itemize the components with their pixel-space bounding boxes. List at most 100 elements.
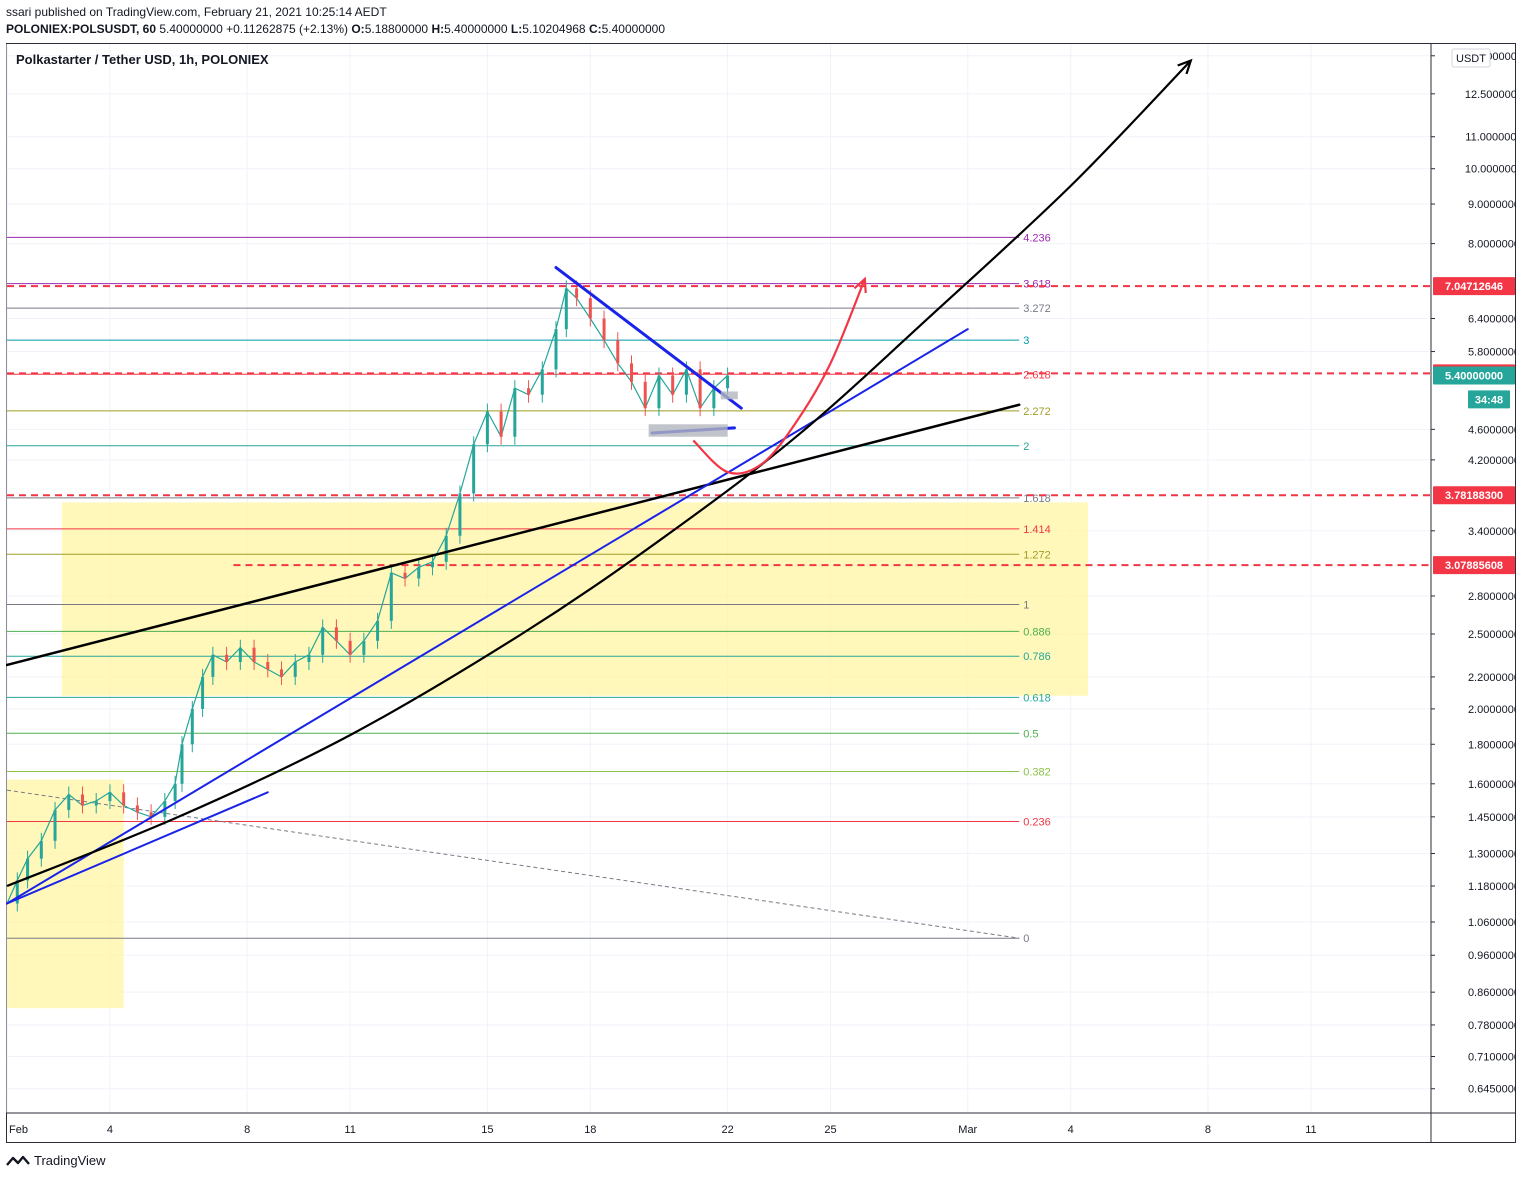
fib-level-label: 0.618	[1023, 692, 1051, 704]
y-tick-label: 8.00000000	[1468, 239, 1516, 251]
high-label: H:	[431, 22, 445, 36]
candle-body	[684, 369, 688, 395]
candle-body	[430, 561, 434, 568]
fib-level-label: 3.618	[1023, 279, 1051, 291]
candle-body	[201, 676, 205, 709]
fib-level-label: 3	[1023, 335, 1029, 347]
y-tick-label: 12.50000000	[1465, 89, 1516, 101]
fib-level-label: 0.382	[1023, 766, 1051, 778]
fib-level-label: 0.5	[1023, 728, 1038, 740]
candle-body	[135, 805, 139, 813]
x-tick-label: 4	[1068, 1124, 1074, 1136]
fib-level-label: 1.414	[1023, 524, 1051, 536]
fib-level-label: 0.786	[1023, 651, 1051, 663]
candle-body	[726, 375, 730, 389]
y-tick-label: 1.60000000	[1468, 779, 1516, 791]
candle-body	[540, 369, 544, 395]
y-tick-label: 5.80000000	[1468, 347, 1516, 359]
currency-label: USDT	[1456, 53, 1486, 65]
candle-body	[362, 640, 366, 655]
red-curve-arrow	[692, 278, 866, 475]
fib-level-label: 3.272	[1023, 303, 1051, 315]
price-change: +0.11262875 (+2.13%)	[226, 22, 348, 36]
candle-body	[575, 288, 579, 299]
candle-body	[698, 369, 702, 409]
x-tick-label: 22	[721, 1124, 733, 1136]
fib-level-label: 0.886	[1023, 626, 1051, 638]
candle-body	[657, 375, 661, 409]
candle-body	[630, 363, 634, 382]
price-flag	[1433, 556, 1515, 575]
footer: TradingView	[6, 1153, 106, 1168]
fib-level-label: 2.618	[1023, 369, 1051, 381]
tradingview-logo-icon	[6, 1155, 30, 1166]
candle-body	[321, 627, 325, 655]
price-chart[interactable]: 4.2363.6183.27232.6182.27221.6181.4141.2…	[6, 43, 1516, 1143]
x-tick-label: Mar	[958, 1124, 977, 1136]
candle-body	[238, 647, 242, 662]
open-value: 5.18800000	[364, 22, 429, 36]
y-tick-label: 10.00000000	[1465, 164, 1516, 176]
y-tick-label: 1.18000000	[1468, 881, 1516, 893]
open-label: O:	[351, 22, 365, 36]
x-tick-label: 8	[1205, 1124, 1211, 1136]
candle-body	[122, 792, 126, 806]
candle-body	[444, 535, 448, 562]
fib-trend-line	[6, 789, 1020, 939]
candle-body	[190, 708, 194, 745]
y-tick-label: 1.80000000	[1468, 739, 1516, 751]
price-flag	[1433, 486, 1515, 505]
x-tick-label: 4	[107, 1124, 113, 1136]
close-value: 5.40000000	[601, 22, 666, 36]
candle-body	[417, 567, 421, 579]
candle-body	[527, 388, 531, 395]
candle-body	[266, 661, 270, 670]
candle-body	[403, 572, 407, 579]
candle-body	[173, 783, 177, 802]
fib-level-label: 0.236	[1023, 816, 1051, 828]
ohlc-line: POLONIEX:POLSUSDT, 60 5.40000000 +0.1126…	[6, 22, 665, 36]
candle-body	[225, 654, 229, 662]
black-arc-arrow	[6, 59, 1192, 888]
fib-level-label: 0	[1023, 933, 1029, 945]
candle-body	[564, 288, 568, 330]
price-flag-label: 5.40000000	[1445, 371, 1503, 383]
y-tick-label: 4.60000000	[1468, 424, 1516, 436]
chart-title: Polkastarter / Tether USD, 1h, POLONIEX	[16, 52, 269, 67]
candle-body	[458, 493, 462, 536]
price-flag-label: 3.78188300	[1445, 490, 1503, 502]
fib-level-label: 4.236	[1023, 232, 1051, 244]
candle-body	[307, 654, 311, 662]
arrowhead-icon	[853, 276, 867, 294]
x-tick-label: 25	[824, 1124, 836, 1136]
candle-body	[15, 880, 19, 904]
x-tick-label: 15	[481, 1124, 493, 1136]
x-tick-label: 11	[344, 1124, 355, 1136]
price-flag	[1433, 277, 1515, 296]
candle-body	[348, 640, 352, 655]
candle-body	[108, 792, 112, 802]
y-tick-label: 2.80000000	[1468, 591, 1516, 603]
footer-brand[interactable]: TradingView	[34, 1153, 106, 1168]
x-tick-label: 18	[584, 1124, 596, 1136]
candle-body	[485, 411, 489, 445]
low-label: L:	[510, 22, 523, 36]
x-tick-label: Feb	[9, 1124, 28, 1136]
y-tick-label: 0.96000000	[1468, 950, 1516, 962]
candle-body	[513, 388, 517, 437]
candle-body	[334, 627, 338, 641]
fib-level-label: 1.272	[1023, 549, 1051, 561]
candle-body	[588, 298, 592, 319]
candle-body	[554, 329, 558, 370]
y-tick-label: 11.00000000	[1465, 132, 1516, 144]
candle-body	[149, 812, 153, 817]
y-tick-label: 2.20000000	[1468, 672, 1516, 684]
symbol-label[interactable]: POLONIEX:POLSUSDT, 60	[6, 22, 157, 36]
grey-marker	[720, 391, 738, 400]
candle-body	[39, 840, 43, 859]
candle-body	[94, 801, 98, 806]
y-tick-label: 1.45000000	[1468, 812, 1516, 824]
trend-line	[6, 403, 1021, 667]
price-flag-label: 3.07885608	[1445, 560, 1503, 572]
trend-line	[6, 791, 269, 905]
